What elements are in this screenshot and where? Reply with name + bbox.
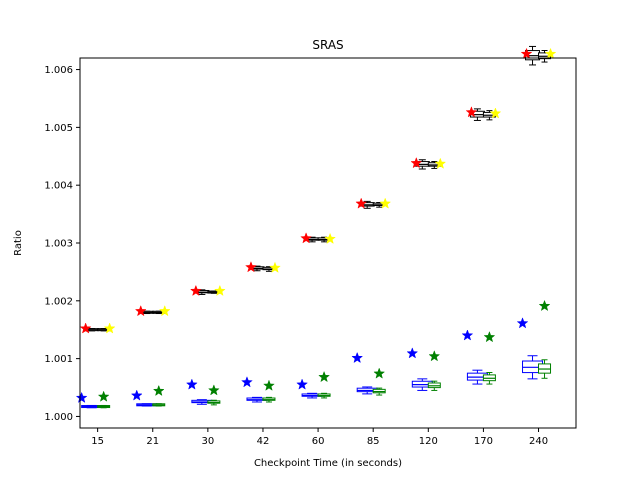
- outlier-star: [75, 391, 88, 403]
- outlier-star: [351, 351, 364, 364]
- x-tick-label: 21: [146, 436, 159, 447]
- outlier-star: [269, 261, 281, 273]
- box-green-15: [97, 390, 111, 409]
- outlier-star: [300, 232, 312, 244]
- box-yellow-85: [372, 197, 392, 209]
- outlier-star: [428, 350, 441, 362]
- box-green-42: [262, 379, 276, 403]
- outlier-star: [324, 232, 336, 244]
- chart-marks: [75, 45, 557, 409]
- box-yellow-42: [262, 261, 281, 273]
- x-tick-label: 60: [312, 436, 325, 447]
- outlier-star: [520, 47, 533, 59]
- x-tick-label: 85: [367, 436, 380, 447]
- outlier-star: [79, 322, 92, 334]
- box-green-60: [317, 370, 331, 399]
- outlier-star: [465, 106, 478, 118]
- box-green-85: [372, 367, 386, 396]
- outlier-star: [103, 322, 116, 334]
- outlier-star: [213, 284, 226, 297]
- box-green-240: [538, 299, 552, 379]
- outlier-star: [241, 376, 253, 388]
- outlier-star: [461, 329, 474, 341]
- y-tick-label: 1.004: [44, 181, 73, 192]
- x-axis-label: Checkpoint Time (in seconds): [254, 458, 402, 469]
- box-red-85: [355, 197, 375, 209]
- box-red-120: [410, 157, 430, 170]
- outlier-star: [538, 299, 551, 312]
- outlier-star: [97, 390, 110, 402]
- outlier-star: [379, 197, 392, 209]
- box-yellow-21: [152, 305, 171, 317]
- outlier-star: [185, 378, 198, 390]
- outlier-star: [516, 317, 529, 329]
- outlier-star: [373, 367, 386, 379]
- outlier-star: [189, 284, 202, 297]
- y-tick-label: 1.006: [44, 65, 73, 76]
- series-red: [79, 45, 541, 334]
- series-yellow: [97, 47, 557, 334]
- box-green-21: [152, 384, 166, 407]
- outlier-star: [207, 384, 220, 396]
- box-red-30: [189, 284, 210, 297]
- chart-axes: 15 21 30 42 60 85 120 170 240 1.000 1.001 1.002 1.00…: [44, 65, 548, 447]
- x-tick-label: 30: [201, 436, 214, 447]
- x-tick-label: 120: [419, 436, 438, 447]
- box-yellow-30: [207, 284, 226, 297]
- outlier-star: [434, 157, 447, 169]
- y-tick-label: 1.003: [44, 239, 73, 250]
- outlier-star: [318, 370, 330, 383]
- chart-title: SRAS: [312, 38, 343, 52]
- outlier-star: [134, 305, 147, 317]
- box-yellow-240: [538, 47, 557, 63]
- outlier-star: [406, 347, 419, 359]
- outlier-star: [158, 305, 171, 317]
- outlier-star: [130, 389, 143, 401]
- plot-frame-border: [79, 57, 577, 429]
- outlier-star: [410, 157, 423, 169]
- box-yellow-120: [427, 157, 447, 169]
- y-axis-label: Ratio: [13, 230, 24, 256]
- box-yellow-170: [482, 107, 502, 121]
- y-tick-label: 1.005: [44, 123, 73, 134]
- outlier-star: [263, 379, 275, 391]
- outlier-star: [355, 197, 368, 209]
- outlier-star: [544, 47, 557, 59]
- plot-area: [80, 58, 576, 428]
- x-tick-label: 240: [529, 436, 548, 447]
- box-green-120: [427, 350, 441, 391]
- box-blue-240: [516, 317, 544, 380]
- box-red-240: [520, 45, 541, 66]
- outlier-star: [245, 261, 257, 273]
- x-tick-label: 42: [257, 436, 270, 447]
- y-tick-label: 1.001: [44, 354, 73, 365]
- outlier-star: [296, 378, 308, 390]
- x-tick-label: 15: [91, 436, 104, 447]
- outlier-star: [489, 107, 502, 119]
- box-blue-30: [185, 378, 213, 405]
- box-blue-85: [351, 351, 378, 395]
- box-red-21: [134, 305, 155, 317]
- outlier-star: [152, 384, 165, 397]
- box-yellow-15: [97, 322, 116, 334]
- box-yellow-60: [317, 232, 336, 244]
- box-green-30: [207, 384, 221, 406]
- x-tick-label: 170: [474, 436, 493, 447]
- y-tick-label: 1.002: [44, 296, 73, 307]
- series-green: [97, 299, 552, 409]
- y-tick-label: 1.000: [44, 412, 73, 423]
- outlier-star: [483, 331, 496, 343]
- box-green-170: [482, 331, 496, 385]
